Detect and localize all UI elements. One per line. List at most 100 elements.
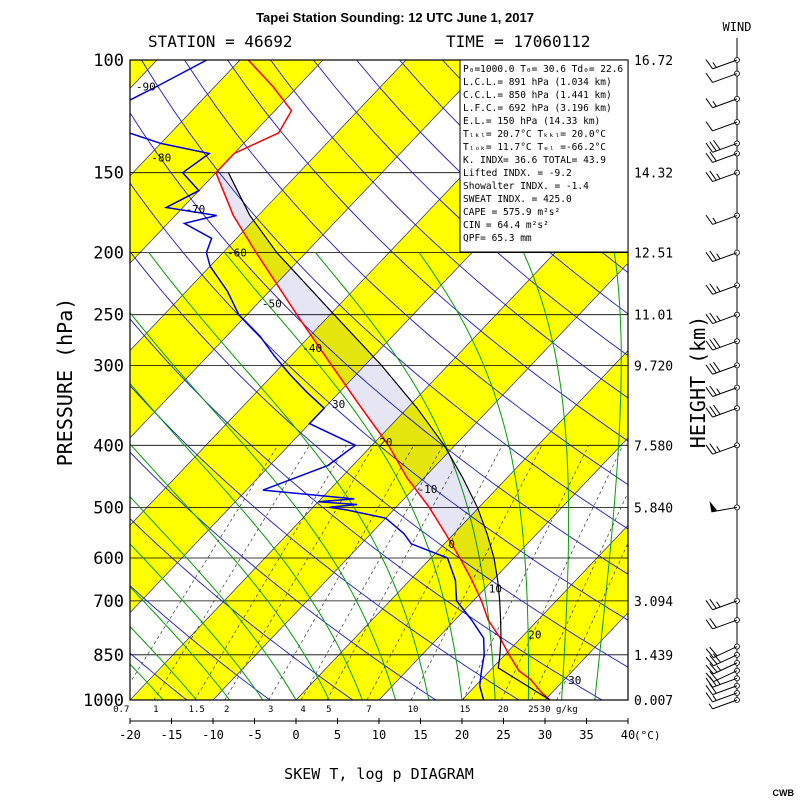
wind-barb-flag	[705, 59, 713, 70]
pressure-label: 850	[93, 646, 124, 666]
dry-adiabat	[313, 60, 628, 357]
wind-barb	[705, 361, 740, 375]
station-label: STATION = 46692	[148, 32, 293, 51]
isotherm-label: -80	[151, 151, 171, 164]
wind-barb-flag	[705, 142, 713, 153]
wind-barb-flag	[709, 250, 717, 261]
wind-barb-flag	[709, 151, 717, 162]
x-tick-label: -20	[119, 728, 141, 742]
isotherm-line	[130, 175, 628, 700]
mixing-ratio-label: 0.7	[113, 705, 129, 715]
mixing-ratio-line	[153, 445, 310, 700]
height-label: 9.720	[634, 359, 673, 374]
wind-barb-half-flag	[716, 315, 721, 322]
mixing-ratio-line	[462, 445, 589, 700]
wind-barb	[705, 95, 740, 109]
plot-frame	[129, 59, 629, 701]
wind-barb-flag	[709, 312, 717, 323]
height-label: 11.01	[634, 309, 673, 324]
wind-barb-shaft	[712, 73, 738, 83]
wind-barb-flag	[709, 646, 718, 657]
height-label: 16.72	[634, 54, 673, 69]
mixing-ratio-line	[500, 445, 624, 700]
diagram-label: SKEW T, log p DIAGRAM	[284, 765, 474, 783]
x-tick-label: 30	[538, 728, 552, 742]
isotherm-label: 0	[448, 538, 455, 551]
stats-line: E.L.= 150 hPa (14.33 km)	[463, 116, 600, 127]
wind-barb-half-flag	[716, 173, 721, 180]
wind-barb-flag	[709, 617, 717, 628]
moist-adiabat	[130, 496, 297, 700]
wind-barb-flag	[705, 648, 714, 658]
isotherm-label: -70	[185, 203, 205, 216]
isotherm-label: 20	[379, 436, 392, 449]
wind-barb-shaft	[712, 387, 738, 397]
moist-adiabat	[418, 252, 529, 700]
stats-line: QPF= 65.3 mm	[463, 233, 532, 244]
wind-barb	[705, 643, 740, 658]
pressure-label: 150	[93, 164, 124, 184]
wind-barb-flag	[705, 407, 713, 418]
dry-adiabat	[657, 60, 800, 714]
dry-adiabat	[227, 60, 628, 442]
isotherm-label: 20	[528, 628, 541, 641]
dry-adiabat	[270, 60, 628, 399]
y2-axis-label: HEIGHT (km)	[686, 316, 710, 448]
wind-barb-half-flag	[716, 253, 721, 260]
wind-barb-shaft	[712, 98, 738, 109]
wind-barb	[705, 119, 740, 132]
wind-barb-flag	[709, 406, 717, 417]
wind-barb-shaft	[712, 59, 738, 70]
wind-barb-half-flag	[712, 217, 717, 224]
wind-barb-shaft	[712, 600, 738, 611]
isotherm-line	[378, 437, 628, 700]
wind-barb-shaft	[713, 662, 738, 675]
temperature-profile	[215, 60, 551, 700]
isotherm-line	[461, 524, 628, 700]
stats-line: Tₗₖₗ= 20.7°C Tₖₖₗ= 20.0°C	[463, 129, 606, 140]
moist-adiabat	[130, 625, 197, 700]
wind-barb-half-flag	[712, 100, 717, 107]
wind-barb-half-flag	[716, 665, 722, 671]
wind-barb-flag	[709, 598, 717, 609]
stats-line: C.C.L.= 850 hPa (1.441 km)	[463, 90, 612, 101]
chart-title: Tapei Station Sounding: 12 UTC June 1, 2…	[256, 10, 534, 25]
mixing-ratio-label: 20	[498, 705, 509, 715]
mixing-ratio-label: 30 g/kg	[540, 705, 578, 715]
wind-barb-flag	[705, 72, 713, 83]
x-tick-label: 20	[455, 728, 469, 742]
wind-barb-half-flag	[716, 286, 721, 292]
dry-adiabat	[786, 60, 800, 714]
moist-adiabat	[130, 586, 230, 700]
pressure-label: 250	[93, 306, 124, 326]
height-label: 7.580	[634, 439, 673, 454]
isotherm-label: 30	[568, 674, 581, 687]
x-tick-label: -15	[161, 728, 183, 742]
dry-adiabat	[743, 60, 800, 714]
wind-barb-flag	[705, 656, 714, 667]
pressure-label: 400	[93, 436, 124, 456]
isotherm-label: 30	[332, 398, 345, 411]
pressure-label: 1000	[83, 691, 124, 711]
wind-barb	[705, 282, 740, 295]
wind-barb-flag	[713, 361, 721, 372]
wind-barb-shaft	[711, 506, 738, 513]
stats-line: Tₗₒₖ= 11.7°C Tₑₗ =-66.2°C	[463, 142, 606, 153]
parcel-profile	[227, 172, 551, 700]
wind-barb	[705, 659, 740, 675]
x-tick-label: 10	[372, 728, 386, 742]
pressure-label: 100	[93, 51, 124, 71]
wind-barb-shaft	[712, 407, 738, 418]
stats-line: CIN = 64.4 m²s²	[463, 220, 549, 231]
cape-area	[215, 172, 498, 581]
wind-barb-flag	[709, 443, 717, 454]
wind-barb-pennant	[709, 501, 718, 512]
wind-barb-flag	[713, 404, 721, 415]
wind-barb-shaft	[712, 142, 738, 153]
stats-line: Lifted INDX. = -9.2	[463, 168, 572, 179]
moist-adiabat	[130, 311, 397, 700]
x-tick-label: 0	[292, 728, 299, 742]
wind-barbs	[705, 57, 740, 710]
wind-barb	[705, 57, 740, 70]
